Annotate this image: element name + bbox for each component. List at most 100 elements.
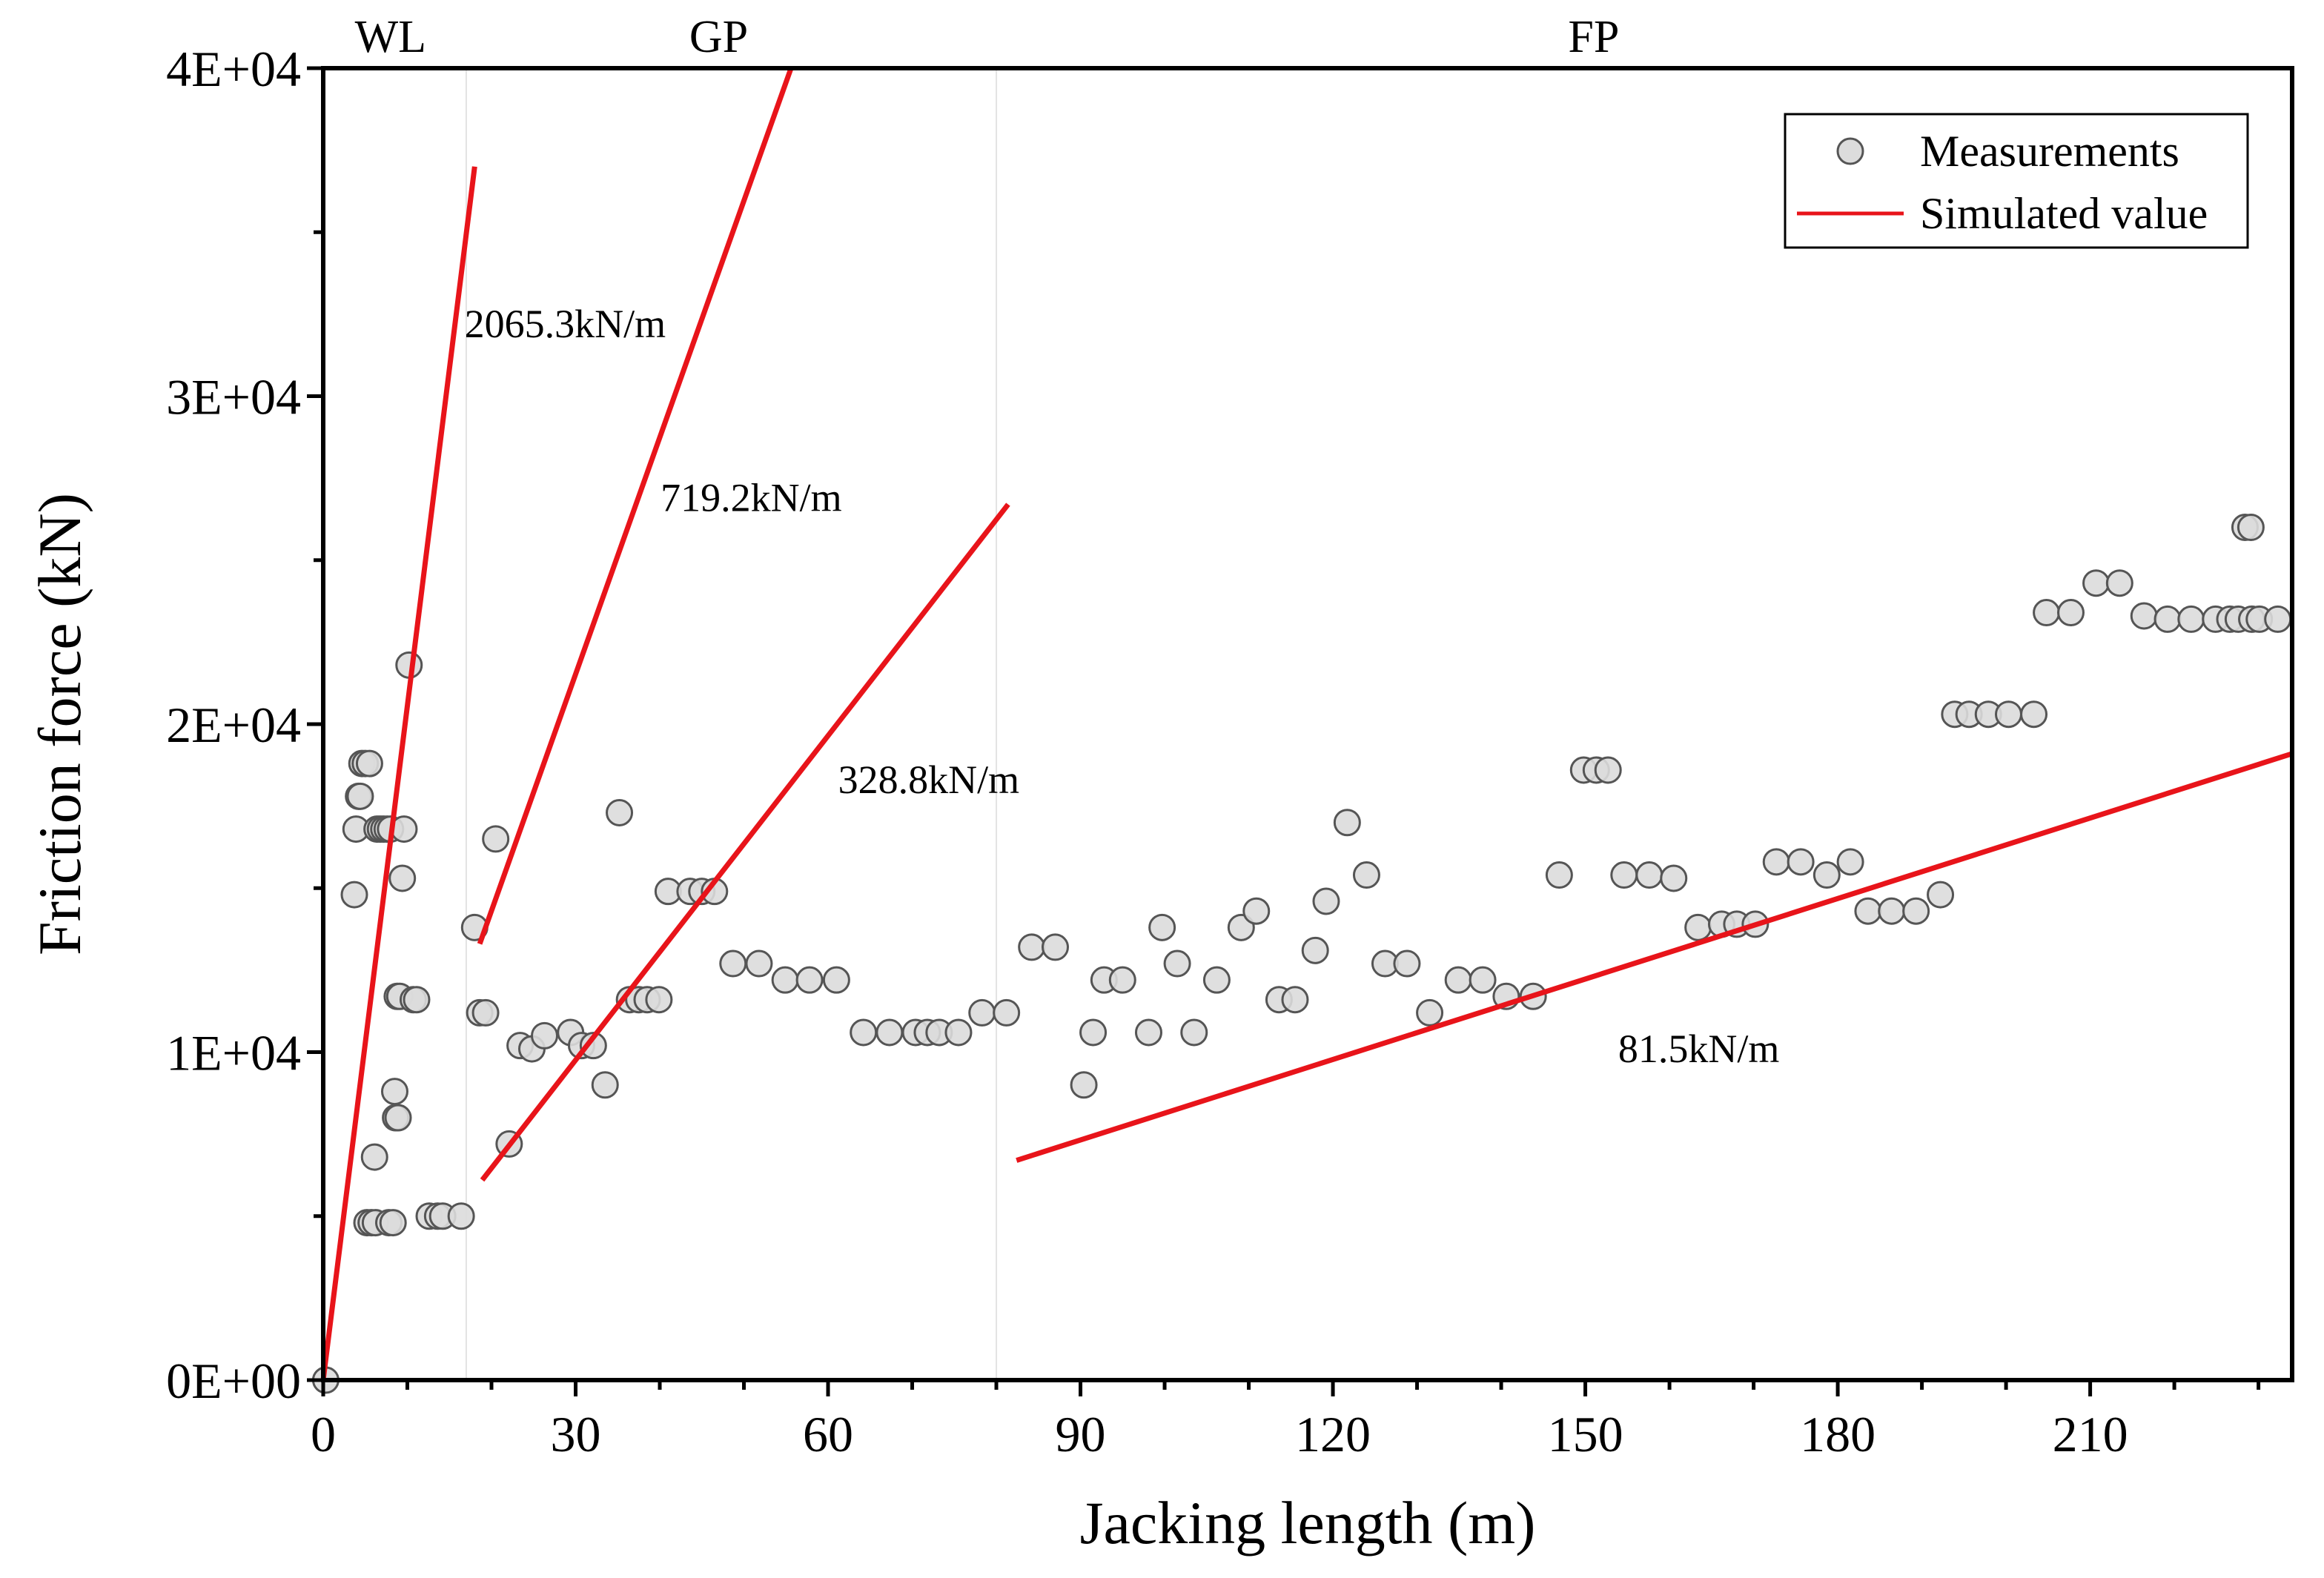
measurement-point <box>606 798 634 826</box>
legend-marker-icon <box>1836 137 1864 165</box>
x-tick-label: 120 <box>1295 1406 1371 1462</box>
measurement-point <box>340 881 368 909</box>
x-tick-label: 90 <box>1056 1406 1106 1462</box>
measurement-point <box>2105 569 2133 597</box>
measurement-point <box>1994 700 2022 729</box>
x-tick-label: 180 <box>1800 1406 1876 1462</box>
measurement-point <box>1762 848 1790 876</box>
measurement-point <box>745 949 773 978</box>
measurement-point <box>1070 1071 1098 1099</box>
measurement-point <box>1444 966 1472 994</box>
measurement-point <box>719 949 747 978</box>
region-dividers <box>465 68 998 1380</box>
measurement-point <box>1312 887 1340 915</box>
measurement-point <box>1684 913 1712 941</box>
axes: 0 30 60 90 120 150 180 210 0E+00 1E+04 2E+04 3E+04 4… <box>26 41 2294 1557</box>
measurement-point <box>1180 1018 1208 1047</box>
measurement-point <box>993 998 1021 1027</box>
measurement-point <box>1594 756 1622 784</box>
region-labels: WL GP FP <box>355 12 1620 62</box>
y-axis-title: Friction force (kN) <box>26 493 93 955</box>
measurement-point <box>1134 1018 1162 1047</box>
region-label-gp: GP <box>689 12 748 62</box>
measurement-point <box>1163 949 1191 978</box>
measurement-point <box>944 1018 973 1047</box>
measurement-point <box>360 1143 388 1171</box>
measurement-point <box>1787 848 1815 876</box>
simulated-line-2 <box>477 67 794 945</box>
measurement-point <box>388 864 417 892</box>
x-tick-label: 0 <box>311 1406 336 1462</box>
simulated-line-3 <box>480 503 1010 1182</box>
measurement-point <box>1393 949 1421 978</box>
measurement-point <box>2020 700 2048 729</box>
x-tick-label: 210 <box>2053 1406 2128 1462</box>
measurement-point <box>1352 861 1380 889</box>
measurement-point <box>471 998 500 1027</box>
measurement-point <box>1927 881 1955 909</box>
x-tick-label: 60 <box>803 1406 853 1462</box>
measurement-point <box>1242 897 1271 925</box>
measurement-point <box>579 1032 607 1060</box>
x-tick-label: 150 <box>1548 1406 1623 1462</box>
simulated-lines <box>320 67 2294 1381</box>
measurement-point <box>1545 861 1573 889</box>
measurement-point <box>1469 966 1497 994</box>
measurement-point <box>1635 861 1663 889</box>
measurement-point <box>403 986 431 1014</box>
measurement-point <box>355 749 383 778</box>
measurement-point <box>380 1078 408 1106</box>
slope-annotation: 2065.3kN/m <box>465 302 666 346</box>
measurement-point <box>795 966 824 994</box>
measurement-point <box>1202 966 1231 994</box>
measurement-point <box>2153 605 2182 633</box>
region-label-wl: WL <box>355 12 426 62</box>
legend-label: Simulated value <box>1920 189 2208 238</box>
measurement-point <box>1301 936 1329 964</box>
measurement-point <box>1281 986 1309 1014</box>
simulated-line-4 <box>1016 751 2294 1163</box>
measurement-point <box>1018 933 1046 961</box>
measurement-points <box>311 514 2292 1394</box>
measurement-point <box>850 1018 878 1047</box>
measurement-point <box>1333 809 1361 837</box>
measurement-point <box>1108 966 1136 994</box>
measurement-point <box>2033 599 2061 627</box>
measurement-point <box>2177 605 2205 633</box>
measurement-point <box>384 1104 412 1132</box>
simulated-line-1 <box>320 166 477 1381</box>
slope-annotation: 328.8kN/m <box>838 757 1020 802</box>
measurement-point <box>1660 864 1688 892</box>
legend-label: Measurements <box>1920 127 2179 176</box>
measurement-point <box>2237 514 2265 541</box>
measurement-point <box>379 1209 407 1237</box>
measurement-point <box>1079 1018 1108 1047</box>
measurement-point <box>1878 897 1906 925</box>
y-tick-label: 1E+04 <box>166 1025 301 1081</box>
slope-annotation: 719.2kN/m <box>661 476 842 520</box>
measurement-point <box>531 1021 559 1050</box>
y-tick-label: 3E+04 <box>166 369 301 425</box>
legend: Measurements Simulated value <box>1784 113 2249 249</box>
measurement-point <box>1610 861 1638 889</box>
measurement-point <box>875 1018 904 1047</box>
legend-box <box>1784 113 2249 249</box>
region-label-fp: FP <box>1568 12 1619 62</box>
y-tick-label: 0E+00 <box>166 1353 301 1409</box>
measurement-point <box>447 1202 475 1230</box>
measurement-point <box>346 782 374 810</box>
measurement-point <box>2264 605 2292 633</box>
measurement-point <box>1041 933 1069 961</box>
measurement-point <box>1416 998 1444 1027</box>
measurement-point <box>645 986 673 1014</box>
measurement-point <box>968 998 996 1027</box>
measurement-point <box>2056 599 2085 627</box>
x-tick-label: 30 <box>551 1406 601 1462</box>
measurement-point <box>771 966 799 994</box>
y-tick-label: 4E+04 <box>166 41 301 97</box>
measurement-point <box>2130 602 2158 630</box>
measurement-point <box>591 1071 619 1099</box>
x-axis-title: Jacking length (m) <box>1080 1489 1536 1557</box>
measurement-point <box>1854 897 1882 925</box>
